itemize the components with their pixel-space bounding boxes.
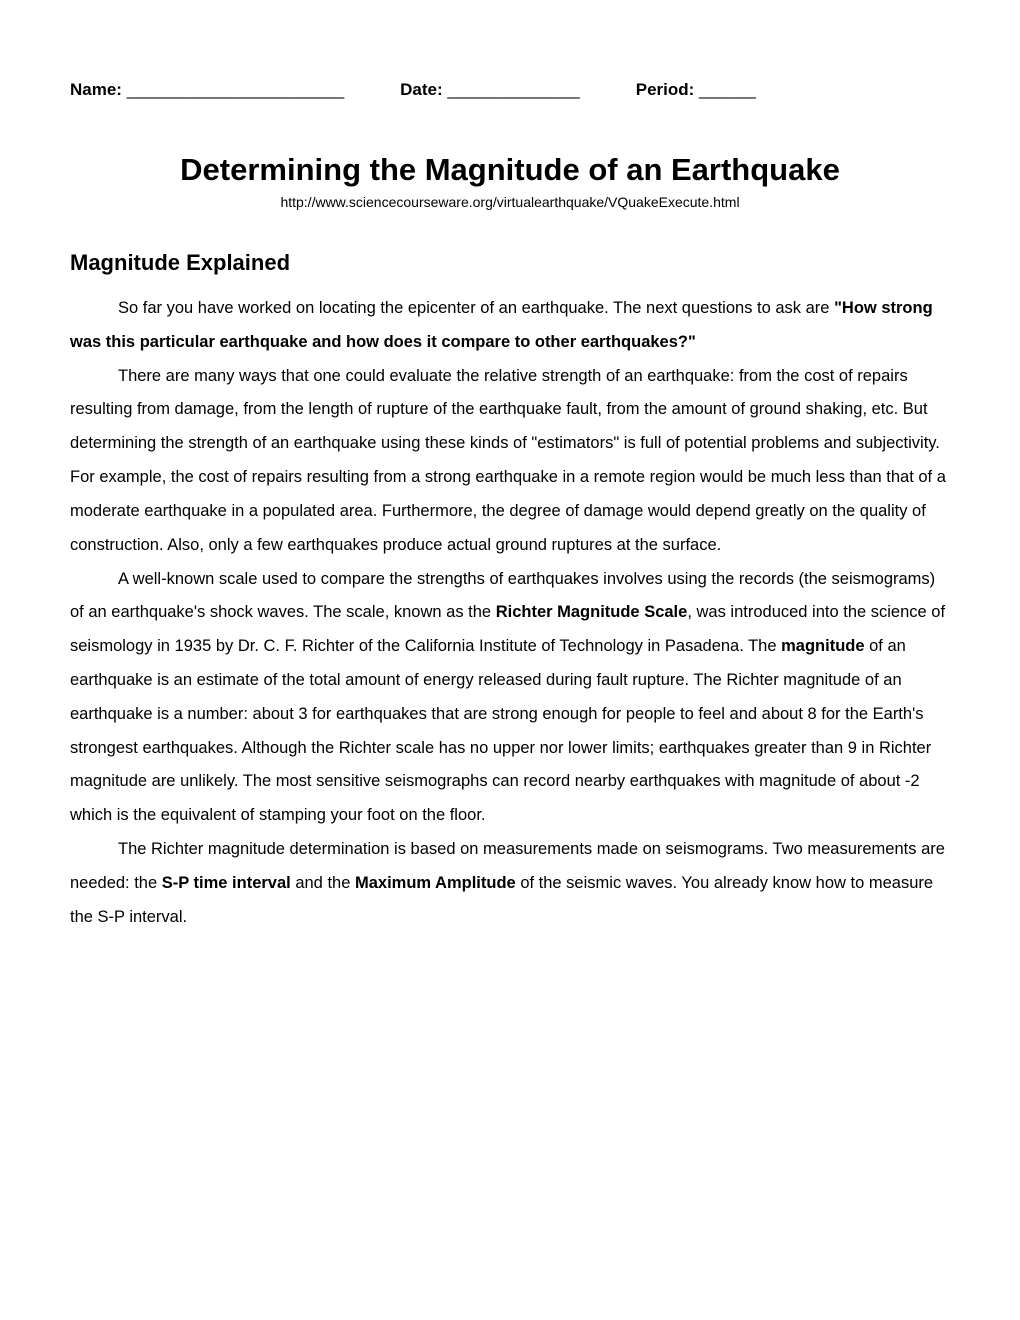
section-heading: Magnitude Explained [70, 250, 950, 276]
period-blank[interactable]: ______ [694, 80, 755, 99]
paragraph-1: So far you have worked on locating the e… [70, 292, 950, 360]
header-fields: Name: _______________________ Date: ____… [70, 80, 950, 100]
p1-intro: So far you have worked on locating the e… [118, 299, 834, 317]
p3-e: of an earthquake is an estimate of the t… [70, 637, 931, 824]
paragraph-4: The Richter magnitude determination is b… [70, 833, 950, 934]
page-title: Determining the Magnitude of an Earthqua… [70, 152, 950, 188]
name-blank[interactable]: _______________________ [122, 80, 344, 99]
p4-amplitude: Maximum Amplitude [355, 874, 516, 892]
period-label: Period: [636, 80, 695, 99]
body-content: So far you have worked on locating the e… [70, 292, 950, 934]
date-field: Date: ______________ [400, 80, 580, 100]
p3-magnitude: magnitude [781, 637, 864, 655]
p4-c: and the [291, 874, 355, 892]
p3-richter: Richter Magnitude Scale [496, 603, 688, 621]
p4-sp-interval: S-P time interval [162, 874, 291, 892]
name-label: Name: [70, 80, 122, 99]
date-blank[interactable]: ______________ [443, 80, 580, 99]
paragraph-3: A well-known scale used to compare the s… [70, 563, 950, 834]
date-label: Date: [400, 80, 443, 99]
source-url: http://www.sciencecourseware.org/virtual… [70, 194, 950, 210]
paragraph-2: There are many ways that one could evalu… [70, 360, 950, 563]
name-field: Name: _______________________ [70, 80, 344, 100]
period-field: Period: ______ [636, 80, 756, 100]
